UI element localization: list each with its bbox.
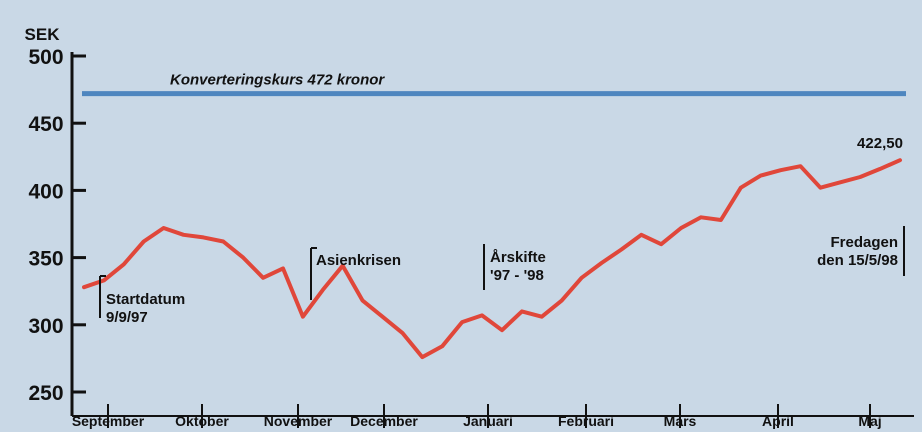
- y-tick-label: 450: [28, 113, 63, 136]
- data-point: [123, 263, 125, 265]
- data-point: [700, 216, 702, 218]
- y-tick-label: 350: [28, 248, 63, 271]
- end-value-label: 422,50: [857, 135, 903, 152]
- annotation-text: Fredagen: [830, 234, 898, 251]
- y-tick-label: 500: [28, 46, 63, 69]
- annotation-text: Årskifte: [490, 249, 546, 266]
- data-point: [740, 187, 742, 189]
- annotation-text: Startdatum: [106, 291, 185, 308]
- price-line: [82, 158, 902, 360]
- data-point: [83, 286, 85, 288]
- data-point: [202, 236, 205, 239]
- data-point: [401, 332, 404, 334]
- x-tick-label: December: [350, 413, 418, 429]
- data-point: [660, 243, 662, 245]
- y-axis-title: SEK: [25, 25, 61, 44]
- data-point: [381, 316, 384, 318]
- data-point: [143, 240, 145, 243]
- data-point: [839, 181, 841, 183]
- data-point: [421, 356, 423, 358]
- data-point: [541, 316, 543, 318]
- data-point: [163, 227, 165, 229]
- data-point: [262, 277, 264, 279]
- data-point: [640, 234, 642, 236]
- x-tick-label: Januari: [463, 413, 513, 429]
- y-tick-label: 250: [28, 382, 63, 405]
- x-tick-label: April: [762, 413, 794, 429]
- annotation-text: Asienkrisen: [316, 252, 401, 269]
- data-point: [103, 279, 105, 282]
- data-point: [580, 277, 583, 279]
- data-point: [521, 310, 523, 312]
- data-point: [322, 289, 324, 291]
- data-point: [799, 165, 802, 167]
- data-point: [561, 300, 563, 302]
- data-point: [859, 176, 861, 178]
- data-point: [760, 175, 762, 177]
- data-point: [182, 234, 185, 236]
- data-point: [899, 159, 901, 161]
- data-point: [620, 248, 622, 251]
- annotation-text: den 15/5/98: [817, 252, 898, 269]
- data-point: [222, 240, 224, 243]
- x-tick-label: Maj: [858, 413, 881, 429]
- y-tick-label: 300: [28, 315, 63, 338]
- data-point: [441, 345, 443, 347]
- data-point: [481, 314, 483, 316]
- data-point: [362, 300, 364, 302]
- data-point: [342, 265, 344, 267]
- x-tick-label: Oktober: [175, 413, 229, 429]
- data-point: [302, 316, 304, 318]
- data-point: [879, 168, 881, 170]
- data-point: [779, 169, 782, 171]
- y-tick-label: 400: [28, 180, 63, 203]
- data-point: [242, 257, 244, 259]
- data-point: [680, 227, 682, 229]
- data-point: [720, 219, 722, 221]
- data-point: [600, 262, 603, 264]
- x-tick-label: Mars: [664, 413, 697, 429]
- data-point: [819, 187, 821, 189]
- data-point: [461, 321, 463, 323]
- x-tick-label: November: [264, 413, 333, 429]
- reference-label: Konverteringskurs 472 kronor: [170, 72, 385, 89]
- annotation-text: '97 - '98: [490, 267, 544, 284]
- data-point: [282, 267, 284, 269]
- data-point: [501, 329, 503, 331]
- annotation-text: 9/9/97: [106, 309, 148, 326]
- x-tick-label: Februari: [558, 413, 614, 429]
- x-tick-label: September: [72, 413, 145, 429]
